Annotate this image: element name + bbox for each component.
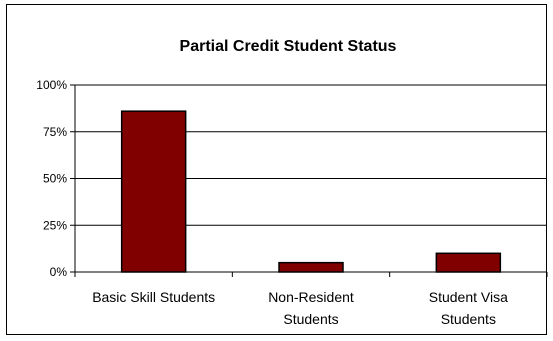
x-tick-label: Student Visa Students <box>429 289 508 327</box>
bar <box>435 252 502 273</box>
y-tick-label: 50% <box>43 172 67 186</box>
chart-title: Partial Credit Student Status <box>180 38 397 55</box>
y-tick-label: 100% <box>36 78 67 92</box>
y-tick-label: 75% <box>43 125 67 139</box>
x-tick-label: Non-Resident Students <box>268 289 354 327</box>
y-tick-label: 25% <box>43 218 67 232</box>
x-tick-label: Basic Skill Students <box>92 289 215 305</box>
bars <box>120 110 502 273</box>
bar <box>120 110 187 273</box>
bar <box>278 261 344 273</box>
chart-frame <box>6 4 547 335</box>
x-axis: Basic Skill Students Non-Resident Students… <box>74 272 548 327</box>
y-axis: 0% 25% 50% 75% 100% <box>36 78 76 279</box>
y-tick-label: 0% <box>50 265 68 279</box>
